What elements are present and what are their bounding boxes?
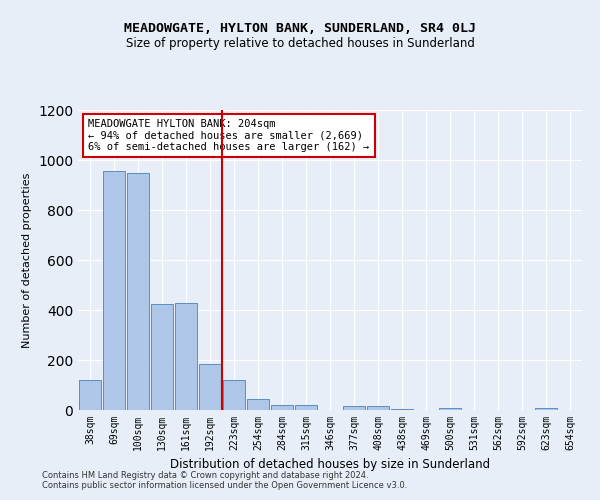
X-axis label: Distribution of detached houses by size in Sunderland: Distribution of detached houses by size … (170, 458, 490, 471)
Bar (199, 364, 221, 410)
Text: MEADOWGATE HYLTON BANK: 204sqm
← 94% of detached houses are smaller (2,669)
6% o: MEADOWGATE HYLTON BANK: 204sqm ← 94% of … (88, 119, 370, 152)
Bar (391, 409, 413, 410)
Text: Contains public sector information licensed under the Open Government Licence v3: Contains public sector information licen… (42, 480, 407, 490)
Bar (439, 408, 461, 410)
Bar (535, 408, 557, 410)
Bar (271, 405, 293, 410)
Bar (223, 380, 245, 410)
Bar (367, 406, 389, 410)
Bar (295, 405, 317, 410)
Bar (103, 171, 125, 410)
Bar (79, 380, 101, 410)
Text: Contains HM Land Registry data © Crown copyright and database right 2024.: Contains HM Land Registry data © Crown c… (42, 470, 368, 480)
Text: Size of property relative to detached houses in Sunderland: Size of property relative to detached ho… (125, 38, 475, 51)
Bar (151, 304, 173, 410)
Bar (175, 302, 197, 410)
Y-axis label: Number of detached properties: Number of detached properties (22, 172, 32, 348)
Text: MEADOWGATE, HYLTON BANK, SUNDERLAND, SR4 0LJ: MEADOWGATE, HYLTON BANK, SUNDERLAND, SR4… (124, 22, 476, 36)
Bar (247, 399, 269, 410)
Bar (127, 172, 149, 410)
Bar (343, 406, 365, 410)
